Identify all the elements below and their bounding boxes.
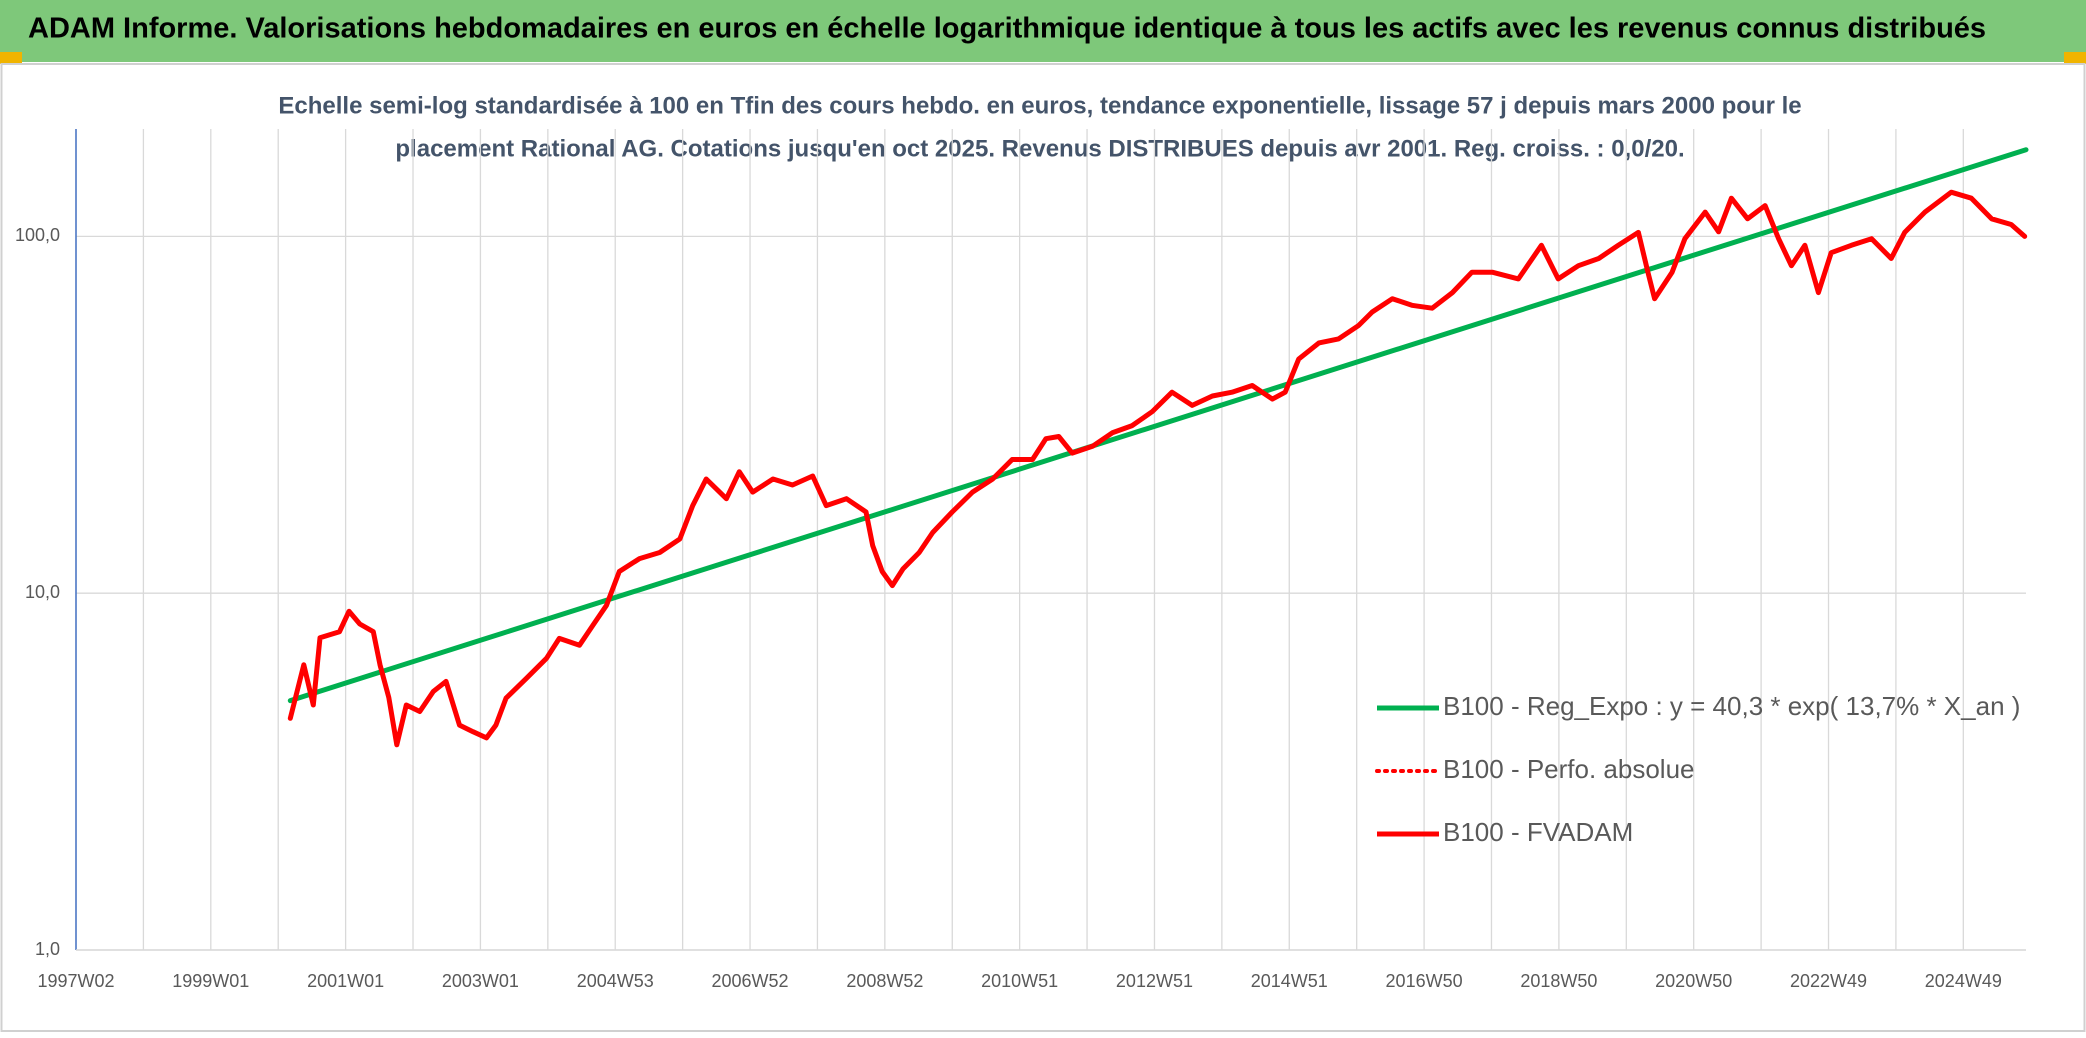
legend-label: B100 - Reg_Expo : y = 40,3 * exp( 13,7% … (1443, 691, 2020, 721)
series-line (287, 189, 2028, 748)
legend-label: B100 - Perfo. absolue (1443, 754, 1695, 784)
header-band (0, 0, 2086, 62)
x-tick-label: 2012W51 (1116, 971, 1193, 991)
x-tick-label: 1997W02 (37, 971, 114, 991)
subtitle: Echelle semi-log standardisée à 100 en T… (278, 92, 1801, 119)
chart-frame (0, 63, 2086, 1032)
header-title: ADAM Informe. Valorisations hebdomadaire… (28, 13, 1986, 45)
y-tick-label: 100,0 (15, 225, 60, 245)
x-tick-label: 2014W51 (1251, 971, 1328, 991)
x-tick-label: 2001W01 (307, 971, 384, 991)
subtitle: placement Rational AG. Cotations jusqu'e… (395, 135, 1684, 162)
x-tick-label: 2010W51 (981, 971, 1058, 991)
x-tick-label: 2008W52 (846, 971, 923, 991)
y-tick-label: 1,0 (35, 939, 60, 959)
x-tick-label: 1999W01 (172, 971, 249, 991)
y-tick-label: 10,0 (25, 582, 60, 602)
x-tick-label: 2018W50 (1520, 971, 1597, 991)
x-tick-label: 2004W53 (577, 971, 654, 991)
x-tick-label: 2022W49 (1790, 971, 1867, 991)
x-tick-label: 2016W50 (1386, 971, 1463, 991)
corner-accent (0, 52, 22, 64)
corner-accent (2064, 52, 2086, 64)
x-tick-label: 2024W49 (1925, 971, 2002, 991)
legend-label: B100 - FVADAM (1443, 817, 1633, 847)
x-tick-label: 2006W52 (712, 971, 789, 991)
x-tick-label: 2003W01 (442, 971, 519, 991)
x-tick-label: 2020W50 (1655, 971, 1732, 991)
series-line (287, 147, 2029, 704)
